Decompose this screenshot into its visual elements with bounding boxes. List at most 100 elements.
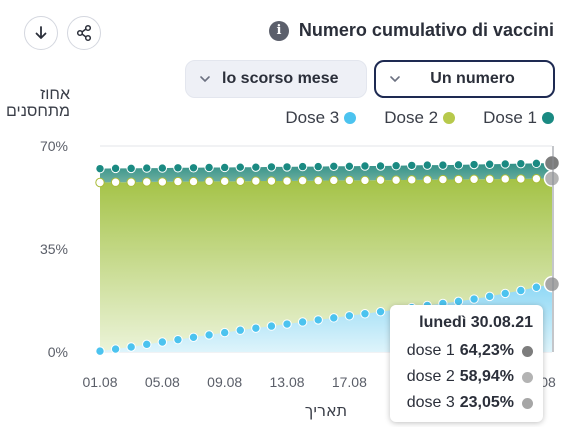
- tooltip-value: 64,23%: [459, 342, 514, 359]
- tooltip-value: 58,94%: [459, 368, 514, 385]
- point-dose-3: [251, 323, 261, 333]
- point-dose-3: [543, 275, 561, 293]
- legend-dot-dose-3: [344, 112, 357, 124]
- x-tick-label: 08: [540, 374, 556, 390]
- point-dose-3: [516, 285, 526, 296]
- point-dose-1: [484, 159, 495, 169]
- point-dose-3: [266, 321, 277, 331]
- legend-label-dose-2: Dose 2: [384, 108, 439, 127]
- legend-item-dose-2[interactable]: Dose 2: [384, 108, 456, 128]
- chart-tooltip: lunedì 30.08.21 dose 1 64,23% dose 2 58,…: [390, 305, 543, 422]
- point-dose-2: [251, 176, 261, 186]
- point-dose-2: [516, 174, 526, 184]
- point-dose-3: [360, 309, 370, 319]
- point-dose-2: [157, 177, 168, 187]
- chart-header: i Numero cumulativo di vaccini: [268, 20, 554, 41]
- x-tick-label: 05.08: [145, 374, 180, 390]
- point-dose-1: [531, 158, 542, 169]
- point-dose-3: [297, 317, 308, 327]
- point-dose-2: [173, 176, 183, 187]
- tooltip-dot: [522, 345, 533, 357]
- point-dose-3: [95, 346, 105, 356]
- point-dose-1: [297, 161, 308, 172]
- tooltip-value: 23,05%: [459, 394, 514, 411]
- legend-dot-dose-2: [443, 112, 456, 124]
- tooltip-row-dose-1: dose 1 64,23%: [398, 338, 533, 364]
- download-icon: [35, 26, 47, 39]
- period-select-value: lo scorso mese: [222, 70, 339, 87]
- point-dose-2: [297, 176, 308, 186]
- point-dose-2: [453, 174, 464, 185]
- period-select[interactable]: lo scorso mese: [185, 60, 367, 98]
- point-dose-1: [142, 163, 152, 173]
- point-dose-1: [204, 162, 214, 173]
- point-dose-2: [204, 176, 214, 187]
- legend: Dose 3 Dose 2 Dose 1: [285, 108, 554, 128]
- share-button[interactable]: [67, 16, 101, 50]
- tooltip-row-dose-2: dose 2 58,94%: [398, 364, 533, 390]
- point-dose-1: [235, 162, 245, 172]
- point-dose-2: [142, 177, 152, 187]
- point-dose-2: [469, 174, 479, 184]
- download-button[interactable]: [24, 16, 58, 50]
- point-dose-3: [500, 288, 510, 299]
- y-tick-label: 35%: [40, 241, 68, 257]
- info-icon[interactable]: i: [268, 20, 289, 41]
- point-dose-1: [375, 161, 386, 171]
- tooltip-title: lunedì 30.08.21: [419, 314, 533, 331]
- metric-select[interactable]: Un numero: [374, 60, 555, 98]
- point-dose-1: [219, 162, 230, 173]
- point-dose-2: [422, 175, 433, 185]
- point-dose-1: [95, 163, 105, 174]
- point-dose-3: [204, 330, 214, 340]
- point-dose-1: [438, 160, 448, 170]
- point-dose-1: [516, 158, 526, 169]
- x-tick-label: 17.08: [332, 374, 367, 390]
- point-dose-1: [173, 163, 183, 173]
- y-tick-label: 70%: [40, 138, 68, 154]
- tooltip-dot: [522, 397, 533, 409]
- chevron-down-icon: [390, 76, 400, 83]
- point-dose-3: [313, 315, 323, 325]
- point-dose-1: [313, 161, 323, 172]
- point-dose-3: [157, 337, 168, 347]
- point-dose-2: [391, 175, 401, 185]
- point-dose-1: [110, 163, 121, 174]
- legend-label-dose-1: Dose 1: [483, 108, 537, 127]
- point-dose-3: [344, 311, 355, 321]
- legend-item-dose-3[interactable]: Dose 3: [285, 108, 357, 128]
- x-axis-label: תאריך: [305, 401, 347, 420]
- point-dose-1: [360, 161, 370, 171]
- point-dose-2: [313, 176, 323, 186]
- tooltip-dot: [522, 371, 533, 383]
- point-dose-1: [329, 161, 339, 172]
- point-dose-1: [543, 154, 561, 172]
- point-dose-2: [484, 174, 495, 184]
- point-dose-2: [531, 173, 542, 184]
- legend-item-dose-1[interactable]: Dose 1: [483, 108, 554, 128]
- legend-label-dose-3: Dose 3: [285, 108, 340, 127]
- point-dose-3: [110, 344, 121, 354]
- point-dose-3: [235, 325, 245, 335]
- tooltip-label: dose 2: [406, 368, 455, 385]
- point-dose-1: [453, 160, 464, 170]
- point-dose-2: [110, 177, 121, 187]
- point-dose-2: [375, 175, 386, 185]
- tooltip-label: dose 3: [406, 394, 455, 411]
- point-dose-2: [344, 175, 355, 186]
- point-dose-1: [500, 159, 510, 169]
- metric-select-value: Un numero: [430, 70, 515, 87]
- point-dose-3: [375, 306, 386, 317]
- point-dose-3: [219, 327, 230, 338]
- x-tick-label: 09.08: [207, 374, 242, 390]
- point-dose-2: [543, 170, 561, 187]
- point-dose-2: [266, 176, 277, 186]
- point-dose-1: [126, 163, 136, 174]
- tooltip-row-dose-3: dose 3 23,05%: [398, 390, 533, 416]
- x-tick-label: 13.08: [270, 374, 305, 390]
- point-dose-1: [407, 160, 417, 171]
- point-dose-1: [422, 160, 433, 170]
- legend-dot-dose-1: [542, 112, 554, 124]
- point-dose-1: [469, 159, 479, 170]
- point-dose-3: [188, 332, 199, 342]
